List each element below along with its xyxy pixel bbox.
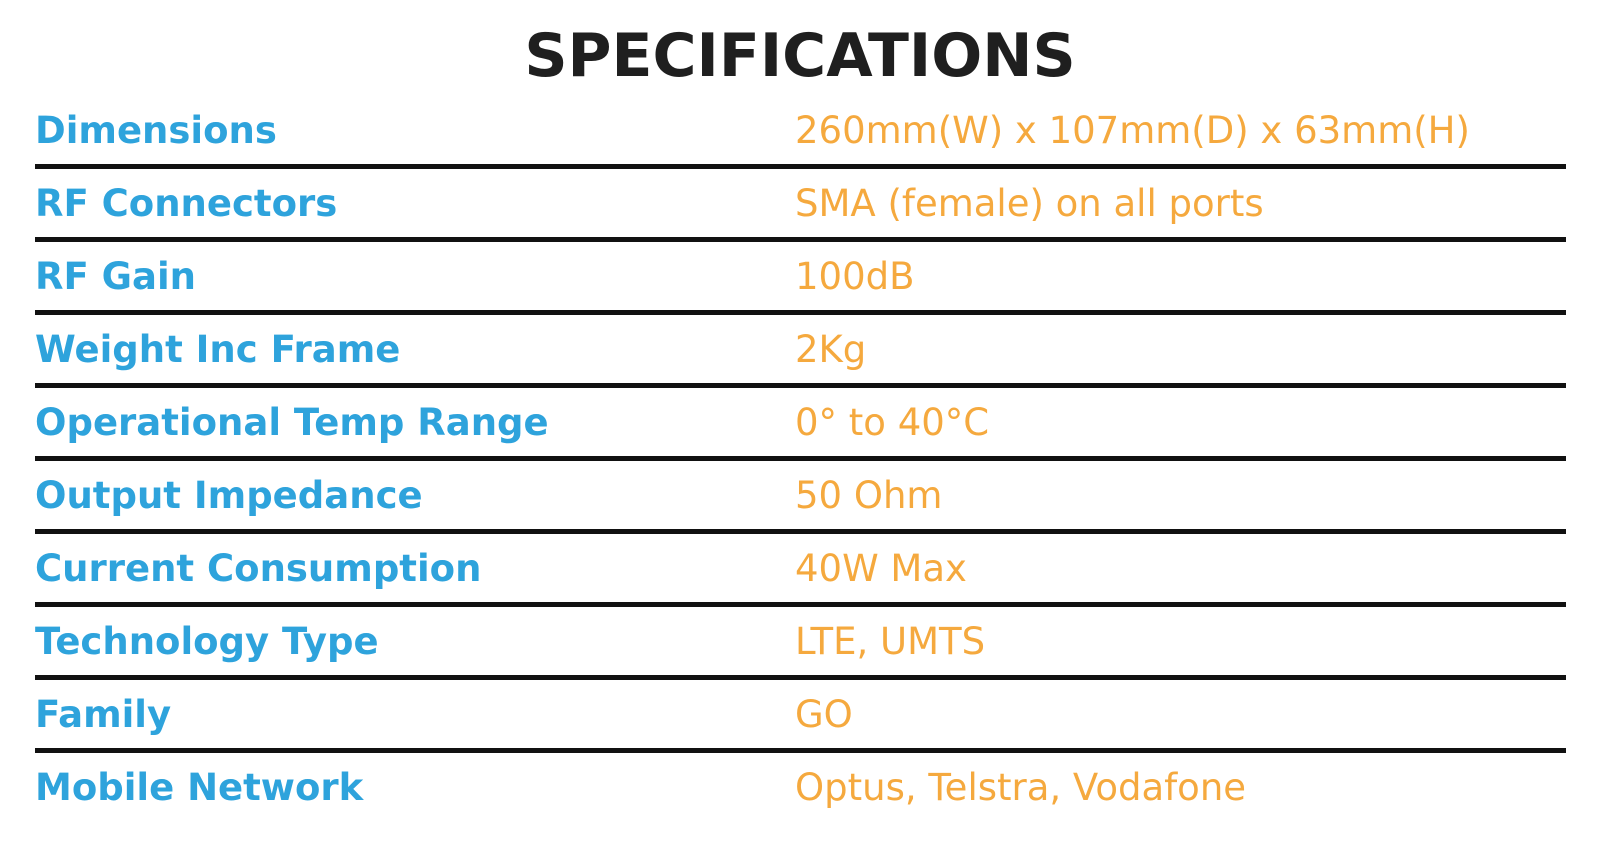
spec-value: 2Kg: [795, 328, 867, 371]
spec-value: GO: [795, 693, 853, 736]
spec-value: LTE, UMTS: [795, 620, 986, 663]
spec-row-technology-type: Technology Type LTE, UMTS: [35, 607, 1566, 680]
spec-value: 50 Ohm: [795, 474, 943, 517]
spec-label: Weight Inc Frame: [35, 328, 401, 371]
spec-row-current-consumption: Current Consumption 40W Max: [35, 534, 1566, 607]
page-title: SPECIFICATIONS: [524, 21, 1076, 91]
spec-row-output-impedance: Output Impedance 50 Ohm: [35, 461, 1566, 534]
spec-row-dimensions: Dimensions 260mm(W) x 107mm(D) x 63mm(H): [35, 96, 1566, 169]
spec-row-weight: Weight Inc Frame 2Kg: [35, 315, 1566, 388]
spec-label: Output Impedance: [35, 474, 423, 517]
spec-label: Operational Temp Range: [35, 401, 549, 444]
spec-row-temp-range: Operational Temp Range 0° to 40°C: [35, 388, 1566, 461]
spec-label: RF Connectors: [35, 182, 338, 225]
spec-row-mobile-network: Mobile Network Optus, Telstra, Vodafone: [35, 753, 1566, 826]
row-divider: [35, 383, 1566, 388]
spec-value: 40W Max: [795, 547, 967, 590]
row-divider: [35, 237, 1566, 242]
row-divider: [35, 456, 1566, 461]
spec-value: 100dB: [795, 255, 915, 298]
row-divider: [35, 164, 1566, 169]
spec-label: Current Consumption: [35, 547, 482, 590]
row-divider: [35, 748, 1566, 753]
row-divider: [35, 675, 1566, 680]
spec-label: Family: [35, 693, 172, 736]
spec-label: Technology Type: [35, 620, 379, 663]
spec-value: Optus, Telstra, Vodafone: [795, 766, 1247, 809]
spec-value: 0° to 40°C: [795, 401, 990, 444]
row-divider: [35, 529, 1566, 534]
spec-label: RF Gain: [35, 255, 197, 298]
spec-label: Mobile Network: [35, 766, 364, 809]
spec-row-rf-connectors: RF Connectors SMA (female) on all ports: [35, 169, 1566, 242]
row-divider: [35, 310, 1566, 315]
row-divider: [35, 602, 1566, 607]
spec-value: 260mm(W) x 107mm(D) x 63mm(H): [795, 109, 1470, 152]
spec-label: Dimensions: [35, 109, 277, 152]
spec-value: SMA (female) on all ports: [795, 182, 1264, 225]
specifications-table: Dimensions 260mm(W) x 107mm(D) x 63mm(H)…: [35, 96, 1566, 826]
spec-row-rf-gain: RF Gain 100dB: [35, 242, 1566, 315]
spec-row-family: Family GO: [35, 680, 1566, 753]
